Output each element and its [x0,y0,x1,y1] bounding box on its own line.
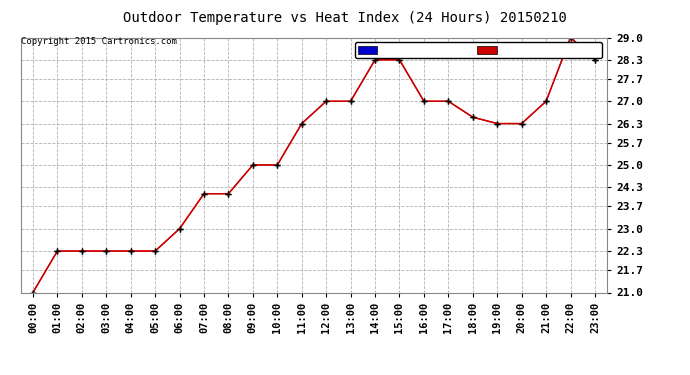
Text: Outdoor Temperature vs Heat Index (24 Hours) 20150210: Outdoor Temperature vs Heat Index (24 Ho… [123,11,567,25]
Text: Copyright 2015 Cartronics.com: Copyright 2015 Cartronics.com [21,38,177,46]
Legend: Heat Index  (°F), Temperature  (°F): Heat Index (°F), Temperature (°F) [355,42,602,58]
